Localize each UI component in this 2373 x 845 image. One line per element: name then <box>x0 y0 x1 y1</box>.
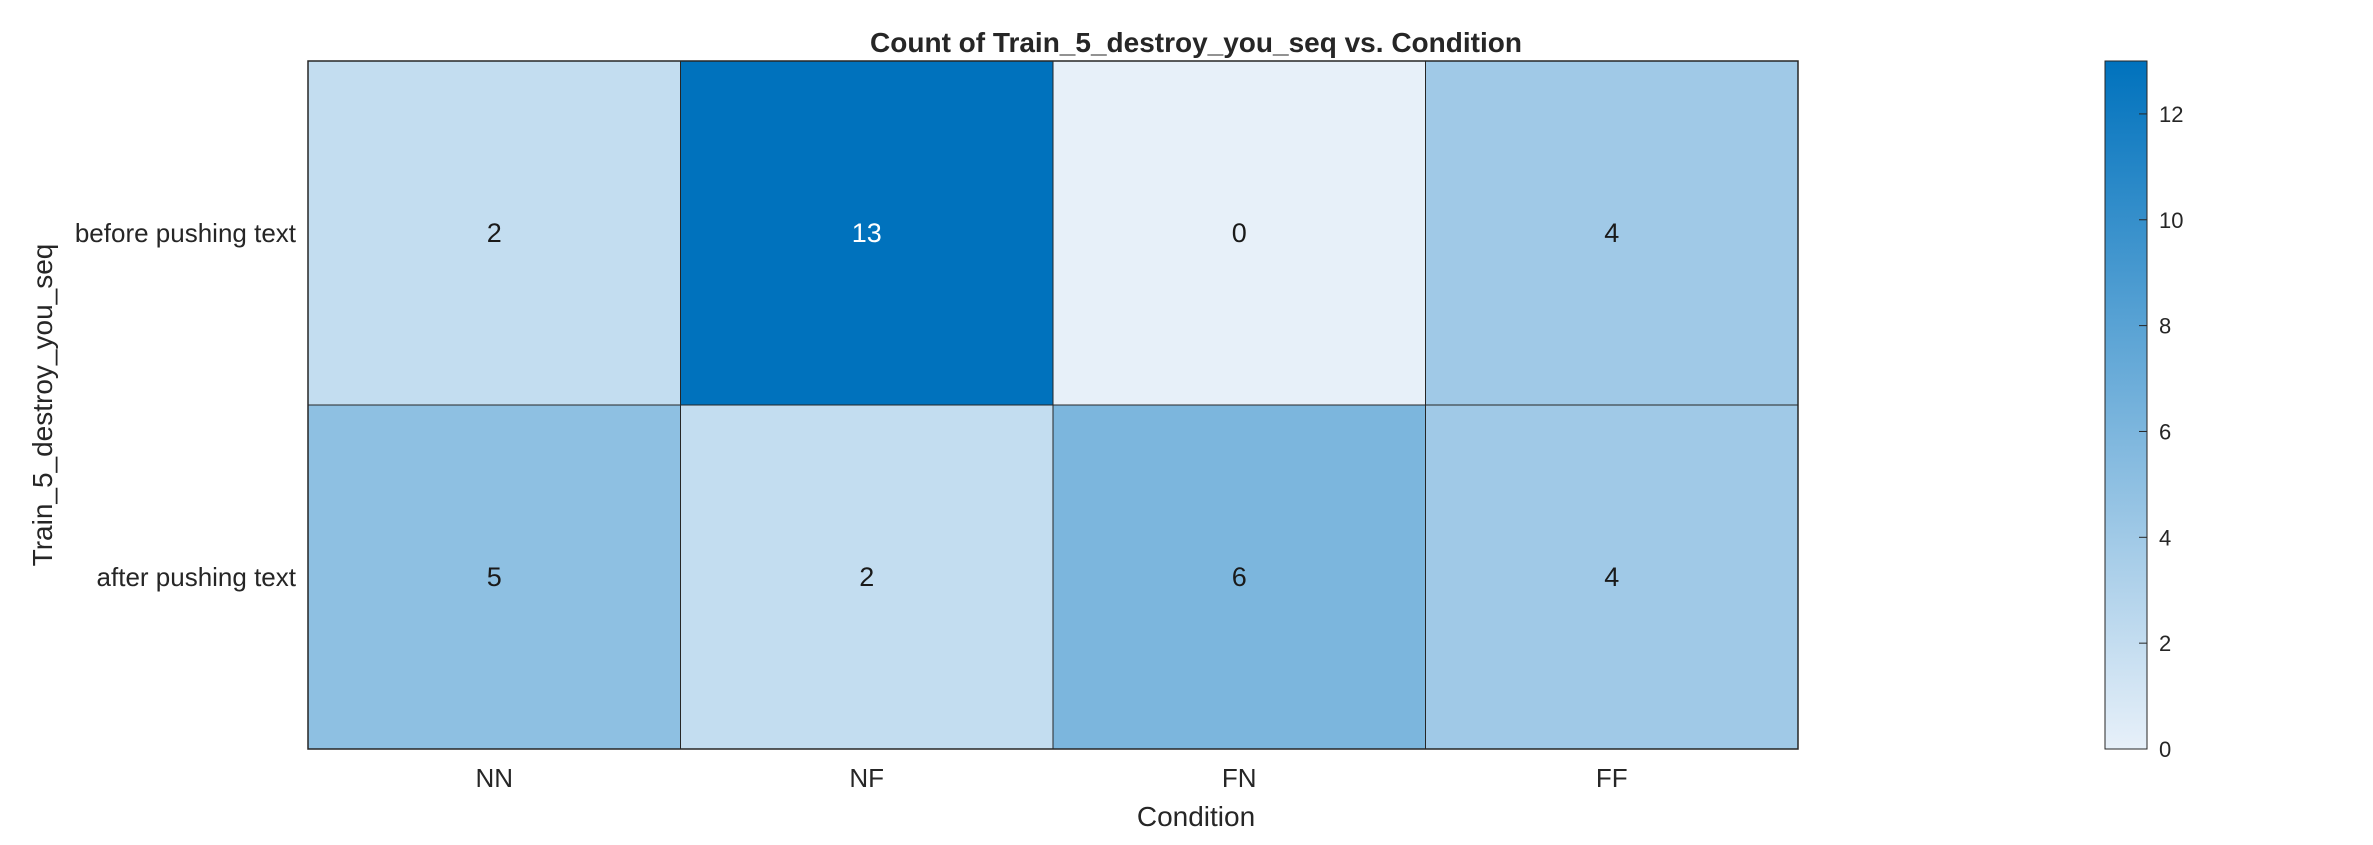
x-tick-label: NF <box>849 763 884 793</box>
heatmap-cell <box>680 60 1054 406</box>
x-tick-label: NN <box>475 763 513 793</box>
heatmap-cells <box>307 60 1799 750</box>
heatmap-cell <box>307 60 681 406</box>
heatmap-cell <box>1425 60 1799 406</box>
y-tick-label: before pushing text <box>75 218 297 248</box>
heatmap-cell-label: 6 <box>1232 562 1247 592</box>
heatmap-cell-labels: 2 13 0 4 5 2 6 4 <box>487 218 1620 592</box>
colorbar-tick-label: 0 <box>2159 737 2171 762</box>
colorbar-tick-label: 6 <box>2159 419 2171 444</box>
heatmap-cell-label: 4 <box>1604 562 1619 592</box>
chart-title: Count of Train_5_destroy_you_seq vs. Con… <box>870 27 1522 58</box>
heatmap-cell <box>307 404 681 750</box>
colorbar <box>2104 60 2148 750</box>
colorbar-tick-label: 12 <box>2159 102 2183 127</box>
heatmap-cell-label: 0 <box>1232 218 1247 248</box>
colorbar-tick-label: 2 <box>2159 631 2171 656</box>
colorbar-tick-label: 4 <box>2159 525 2171 550</box>
heatmap-cell-label: 2 <box>859 562 874 592</box>
heatmap-cell <box>1425 404 1799 750</box>
x-axis-label: Condition <box>1137 801 1255 832</box>
x-axis-tick-labels: NN NF FN FF <box>475 763 1627 793</box>
y-tick-label: after pushing text <box>97 562 297 592</box>
heatmap-cell-label: 4 <box>1604 218 1619 248</box>
heatmap-cell <box>1052 404 1426 750</box>
heatmap-cell-label: 13 <box>852 218 882 248</box>
colorbar-ticks: 0 2 4 6 8 10 12 <box>2139 102 2183 762</box>
heatmap-cell-label: 5 <box>487 562 502 592</box>
heatmap-cell <box>680 404 1054 750</box>
colorbar-tick-label: 8 <box>2159 314 2171 339</box>
plot-border <box>307 60 1799 750</box>
x-tick-label: FF <box>1596 763 1628 793</box>
y-axis-tick-labels: before pushing text after pushing text <box>75 218 297 592</box>
y-axis-label: Train_5_destroy_you_seq <box>27 244 58 567</box>
heatmap-cell-label: 2 <box>487 218 502 248</box>
x-tick-label: FN <box>1222 763 1257 793</box>
colorbar-tick-label: 10 <box>2159 208 2183 233</box>
